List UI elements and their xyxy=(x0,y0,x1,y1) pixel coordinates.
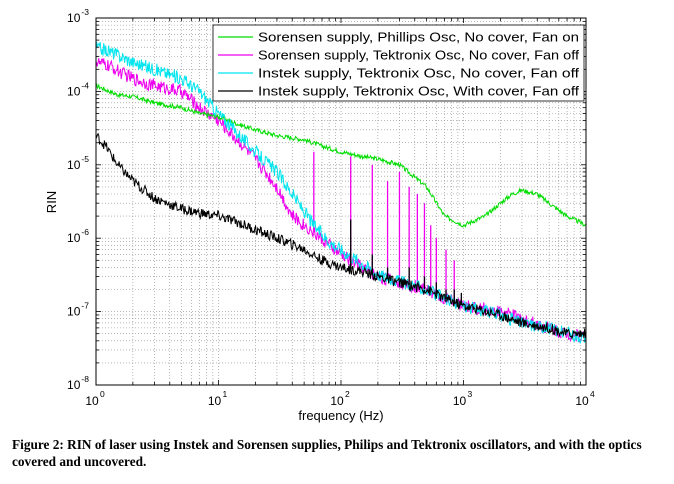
legend-label: Instek supply, Tektronix Osc, With cover… xyxy=(258,85,580,99)
series-layer xyxy=(96,41,586,345)
x-tick-label: 10 xyxy=(330,394,344,408)
axis-tick-labels: 10 0 10 1 10 2 10 3 10 410 -810 -710 -610 -510 -410 -3 xyxy=(67,7,595,408)
x-tick-exponent: 0 xyxy=(100,389,105,399)
y-tick-exponent: -5 xyxy=(81,154,89,164)
figure-caption: Figure 2: RIN of laser using Instek and … xyxy=(12,437,642,469)
legend-label: Instek supply, Tektronix Osc, No cover, … xyxy=(258,67,580,81)
y-axis-label: RIN xyxy=(44,191,59,213)
x-tick-exponent: 3 xyxy=(468,389,473,399)
axis-ticks xyxy=(95,18,586,386)
rin-chart: 10 0 10 1 10 2 10 3 10 410 -810 -710 -610 -510 -410 -3 … xyxy=(44,7,595,423)
series-line xyxy=(96,132,586,340)
x-tick-label: 10 xyxy=(453,394,467,408)
y-tick-label: 10 xyxy=(67,378,81,392)
x-tick-label: 10 xyxy=(85,394,99,408)
y-tick-exponent: -6 xyxy=(81,227,89,237)
legend-label: Sorensen supply, Phillips Osc, No cover,… xyxy=(258,31,579,45)
x-tick-exponent: 4 xyxy=(590,389,595,399)
y-tick-exponent: -3 xyxy=(81,7,89,17)
x-axis-label: frequency (Hz) xyxy=(298,408,383,423)
y-tick-label: 10 xyxy=(67,11,81,25)
y-tick-label: 10 xyxy=(67,84,81,98)
x-tick-label: 10 xyxy=(575,394,589,408)
y-tick-exponent: -8 xyxy=(81,374,89,384)
x-tick-label: 10 xyxy=(208,394,222,408)
y-tick-exponent: -4 xyxy=(81,80,89,90)
legend-box xyxy=(212,24,585,102)
y-tick-exponent: -7 xyxy=(81,301,89,311)
legend: Sorensen supply, Phillips Osc, No cover,… xyxy=(212,24,585,102)
y-tick-label: 10 xyxy=(67,305,81,319)
y-tick-label: 10 xyxy=(67,158,81,172)
series-line xyxy=(96,41,586,345)
x-tick-exponent: 1 xyxy=(223,389,228,399)
legend-label: Sorensen supply, Tektronix Osc, No cover… xyxy=(258,49,580,63)
y-tick-label: 10 xyxy=(67,231,81,245)
x-tick-exponent: 2 xyxy=(345,389,350,399)
series-line xyxy=(96,83,586,229)
